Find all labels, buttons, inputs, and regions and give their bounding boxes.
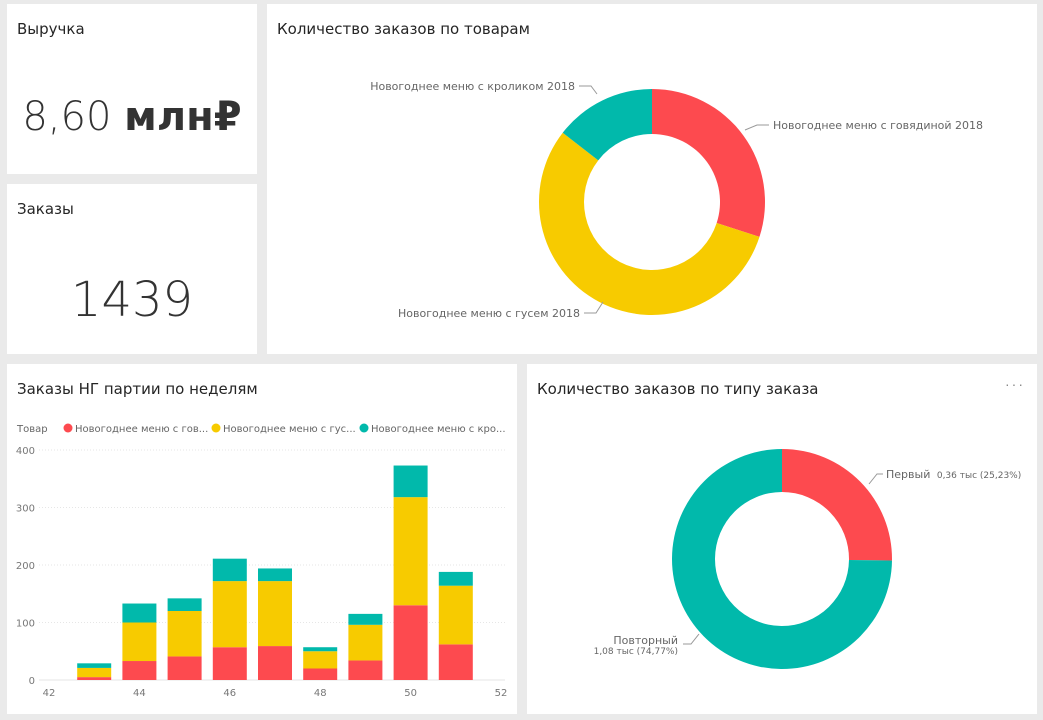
donut-slice-rabbit[interactable] xyxy=(562,89,652,161)
x-tick-label: 52 xyxy=(495,688,508,699)
bar-segment-beef-week-50[interactable] xyxy=(393,605,428,680)
orders-card[interactable]: Заказы 1439 xyxy=(7,184,257,354)
leader-line-rabbit xyxy=(579,85,598,95)
type-donut-chart: Первый 0,36 тыс (25,23%) Повторный 1,08 … xyxy=(594,449,1021,669)
label-first-value: 0,36 тыс (25,23%) xyxy=(937,471,1021,481)
bar-segment-beef-week-44[interactable] xyxy=(122,661,157,680)
bar-segment-rabbit-week-44[interactable] xyxy=(122,603,157,623)
bar-segment-beef-week-47[interactable] xyxy=(258,646,292,680)
bar-segment-rabbit-week-45[interactable] xyxy=(167,598,202,611)
bar-segment-goose-week-45[interactable] xyxy=(167,611,202,657)
legend-dot-beef xyxy=(63,423,73,433)
bar-segment-goose-week-49[interactable] xyxy=(348,624,383,661)
orders-title: Заказы xyxy=(17,200,74,218)
bar-segment-goose-week-50[interactable] xyxy=(393,497,428,606)
donut-slice-repeat[interactable] xyxy=(672,449,892,669)
bar-segment-beef-week-48[interactable] xyxy=(303,668,338,681)
weekly-bar-chart: Товар Новогоднее меню с гов... Новогодне… xyxy=(16,423,508,699)
legend-item-beef[interactable]: Новогоднее меню с гов... xyxy=(75,424,208,435)
x-tick-label: 48 xyxy=(314,688,327,699)
revenue-number: 8,60 xyxy=(22,94,112,140)
y-tick-label: 300 xyxy=(16,504,35,515)
more-options-button[interactable]: ··· xyxy=(1005,376,1025,392)
x-tick-label: 42 xyxy=(43,688,56,699)
bar-segment-goose-week-48[interactable] xyxy=(303,651,338,669)
donut-slice-first[interactable] xyxy=(782,449,892,561)
revenue-title: Выручка xyxy=(17,20,85,38)
y-tick-label: 400 xyxy=(16,446,35,457)
leader-line-repeat xyxy=(683,633,700,645)
bar-segment-goose-week-47[interactable] xyxy=(258,581,292,647)
orders-value: 1439 xyxy=(70,272,194,328)
bar-segment-rabbit-week-43[interactable] xyxy=(77,663,112,668)
label-repeat-value: 1,08 тыс (74,77%) xyxy=(594,647,678,657)
bar-segment-beef-week-46[interactable] xyxy=(212,647,247,680)
bar-segment-rabbit-week-51[interactable] xyxy=(438,571,473,586)
bar-segment-goose-week-43[interactable] xyxy=(77,667,112,678)
bar-segment-beef-week-51[interactable] xyxy=(438,644,473,680)
x-tick-label: 46 xyxy=(223,688,236,699)
bar-segment-beef-week-49[interactable] xyxy=(348,660,383,680)
bar-segment-rabbit-week-48[interactable] xyxy=(303,647,338,652)
bar-segment-rabbit-week-46[interactable] xyxy=(212,558,247,582)
x-tick-label: 44 xyxy=(133,688,146,699)
label-beef: Новогоднее меню с говядиной 2018 xyxy=(773,119,983,132)
weekly-chart-card[interactable]: Заказы НГ партии по неделям Товар Нового… xyxy=(7,364,517,714)
bar-segment-rabbit-week-50[interactable] xyxy=(393,465,428,498)
label-first-name: Первый xyxy=(886,468,930,481)
legend-dot-goose xyxy=(211,423,221,433)
revenue-value: 8,60 млн₽ xyxy=(7,94,257,140)
label-first: Первый 0,36 тыс (25,23%) xyxy=(886,468,1021,481)
x-tick-label: 50 xyxy=(404,688,417,699)
y-tick-label: 100 xyxy=(16,619,35,630)
products-donut-title: Количество заказов по товарам xyxy=(277,20,530,38)
leader-line-goose xyxy=(584,301,604,314)
products-donut-card[interactable]: Количество заказов по товарам Новогоднее… xyxy=(267,4,1037,354)
leader-line-first xyxy=(868,473,883,485)
revenue-unit: млн₽ xyxy=(124,94,242,140)
legend-item-rabbit[interactable]: Новогоднее меню с кро... xyxy=(371,424,506,435)
donut-slice-beef[interactable] xyxy=(652,89,765,237)
bar-segment-goose-week-44[interactable] xyxy=(122,622,157,662)
y-tick-label: 0 xyxy=(29,676,35,687)
label-goose: Новогоднее меню с гусем 2018 xyxy=(398,307,580,320)
products-donut-chart: Новогоднее меню с говядиной 2018 Новогод… xyxy=(370,80,983,320)
bar-segment-goose-week-46[interactable] xyxy=(212,581,247,648)
weekly-chart-title: Заказы НГ партии по неделям xyxy=(17,380,258,398)
bar-segment-rabbit-week-47[interactable] xyxy=(258,568,292,582)
bar-segment-beef-week-45[interactable] xyxy=(167,656,202,680)
type-donut-card[interactable]: Количество заказов по типу заказа ··· Пе… xyxy=(527,364,1037,714)
type-donut-title: Количество заказов по типу заказа xyxy=(537,380,819,398)
bar-segment-beef-week-43[interactable] xyxy=(77,677,112,680)
donut-slice-goose[interactable] xyxy=(539,132,760,316)
legend-item-goose[interactable]: Новогоднее меню с гус... xyxy=(223,424,356,435)
label-repeat-name: Повторный xyxy=(613,634,678,647)
y-tick-label: 200 xyxy=(16,561,35,572)
leader-line-beef xyxy=(744,124,769,131)
label-rabbit: Новогоднее меню с кроликом 2018 xyxy=(370,80,575,93)
legend-dot-rabbit xyxy=(359,423,369,433)
legend-title: Товар xyxy=(16,424,48,435)
bar-segment-rabbit-week-49[interactable] xyxy=(348,613,383,625)
revenue-card[interactable]: Выручка 8,60 млн₽ xyxy=(7,4,257,174)
bar-segment-goose-week-51[interactable] xyxy=(438,585,473,645)
